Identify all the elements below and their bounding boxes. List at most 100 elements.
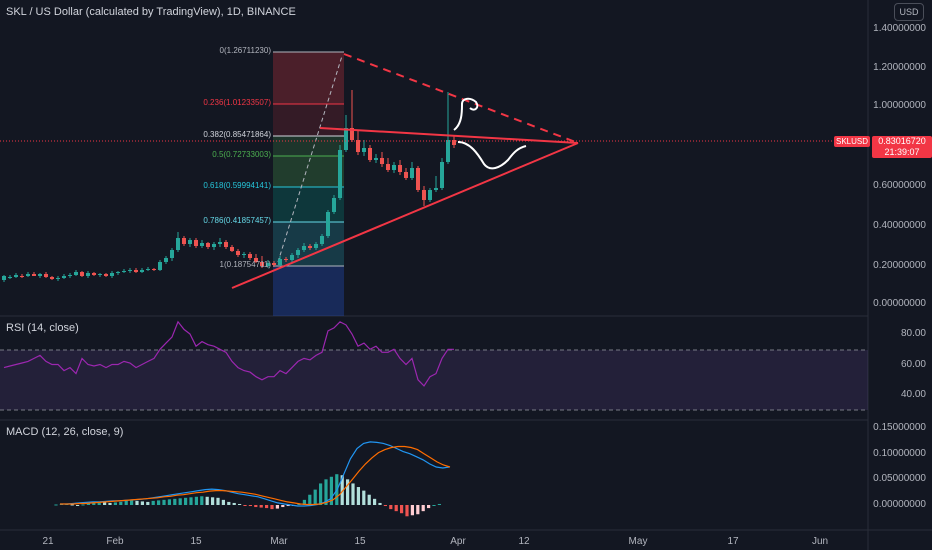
- candle-body: [404, 172, 408, 178]
- candle-body: [176, 238, 180, 250]
- time-axis-label: May: [628, 536, 648, 547]
- candle-body: [152, 269, 156, 270]
- candle-body: [344, 128, 348, 150]
- macd-histogram-bar: [367, 494, 371, 505]
- candle-body: [182, 238, 186, 244]
- candle-body: [164, 258, 168, 262]
- candle-body: [8, 277, 12, 278]
- macd-histogram-bar: [437, 503, 441, 505]
- fib-level-label: 0(1.26711230): [219, 46, 271, 55]
- macd-histogram-bar: [378, 502, 382, 505]
- macd-histogram-bar: [410, 505, 414, 516]
- candle-body: [266, 263, 270, 266]
- last-price-tag: 0.83016720 21:39:07: [872, 136, 932, 158]
- candle-body: [140, 270, 144, 272]
- fib-level-label: 0.618(0.59994141): [203, 181, 271, 190]
- macd-histogram-bar: [373, 498, 377, 505]
- macd-histogram-bar: [346, 479, 350, 505]
- macd-histogram-bar: [194, 496, 198, 505]
- candle-body: [38, 274, 42, 276]
- macd-histogram-bar: [86, 503, 90, 505]
- candle-body: [218, 242, 222, 244]
- candle-body: [380, 158, 384, 164]
- symbol-title[interactable]: SKL / US Dollar (calculated by TradingVi…: [6, 6, 296, 18]
- candle-body: [290, 255, 294, 260]
- candle-body: [284, 259, 288, 260]
- candle-body: [110, 273, 114, 276]
- fib-zone: [273, 136, 344, 156]
- macd-histogram-bar: [97, 501, 101, 505]
- macd-histogram-bar: [313, 489, 317, 505]
- macd-histogram-bar: [329, 476, 333, 505]
- time-axis-label: 15: [354, 536, 366, 547]
- candle-body: [170, 250, 174, 258]
- macd-histogram-bar: [259, 505, 263, 508]
- handdrawn-arrow-down: [457, 141, 527, 170]
- macd-title[interactable]: MACD (12, 26, close, 9): [6, 426, 124, 438]
- macd-histogram-bar: [281, 505, 285, 508]
- candle-body: [260, 262, 264, 266]
- macd-histogram-bar: [319, 483, 323, 505]
- candle-body: [254, 258, 258, 262]
- macd-histogram-bar: [432, 505, 436, 506]
- fib-trend-line: [277, 55, 343, 263]
- fib-zone: [273, 104, 344, 136]
- macd-histogram-bar: [238, 503, 242, 505]
- candle-body: [68, 275, 72, 276]
- macd-histogram-bar: [54, 504, 58, 506]
- candle-body: [98, 274, 102, 275]
- rsi-axis-label: 40.00: [900, 389, 926, 400]
- candle-body: [206, 243, 210, 247]
- candle-body: [80, 272, 84, 276]
- candle-body: [248, 254, 252, 258]
- time-axis-label: 12: [518, 536, 530, 547]
- candle-body: [392, 165, 396, 170]
- candle-body: [146, 269, 150, 270]
- candle-body: [2, 276, 6, 280]
- price-axis-label: 0.40000000: [873, 220, 926, 231]
- candle-body: [350, 128, 354, 140]
- candle-body: [74, 272, 78, 275]
- currency-button[interactable]: USD: [894, 3, 924, 21]
- time-axis-label: Apr: [450, 536, 466, 547]
- candle-body: [302, 246, 306, 250]
- macd-histogram-bar: [216, 497, 220, 505]
- candle-body: [326, 212, 330, 236]
- macd-histogram-bar: [340, 475, 344, 505]
- rsi-axis-label: 60.00: [900, 359, 926, 370]
- candle-body: [92, 273, 96, 275]
- macd-histogram-bar: [113, 502, 117, 505]
- rsi-band: [0, 350, 868, 410]
- candle-body: [104, 274, 108, 276]
- candle-body: [374, 158, 378, 160]
- macd-axis-label: 0.10000000: [873, 448, 926, 459]
- candle-body: [398, 165, 402, 172]
- candle-body: [14, 275, 18, 277]
- candle-body: [314, 244, 318, 248]
- candle-body: [224, 242, 228, 247]
- fib-zone: [273, 156, 344, 187]
- candle-body: [320, 236, 324, 244]
- price-axis-label: 1.40000000: [873, 23, 926, 34]
- rsi-title[interactable]: RSI (14, close): [6, 322, 79, 334]
- macd-histogram-bar: [205, 496, 209, 505]
- macd-histogram-bar: [356, 487, 360, 505]
- candle-body: [446, 140, 450, 162]
- candle-body: [62, 276, 66, 278]
- rsi-axis-label: 80.00: [900, 328, 926, 339]
- fib-zone: [273, 52, 344, 104]
- candle-body: [194, 240, 198, 246]
- macd-histogram-bar: [254, 505, 258, 508]
- macd-histogram-bar: [221, 499, 225, 505]
- candle-body: [32, 274, 36, 276]
- symbol-tag: SKLUSD: [833, 136, 870, 147]
- macd-histogram-bar: [173, 498, 177, 505]
- last-price-value: 0.83016720: [878, 136, 926, 146]
- fib-level-label: 0.786(0.41857457): [203, 216, 271, 225]
- macd-histogram-bar: [394, 505, 398, 512]
- macd-histogram-bar: [167, 499, 171, 505]
- candle-body: [368, 148, 372, 160]
- macd-histogram-bar: [308, 494, 312, 505]
- candle-body: [44, 274, 48, 277]
